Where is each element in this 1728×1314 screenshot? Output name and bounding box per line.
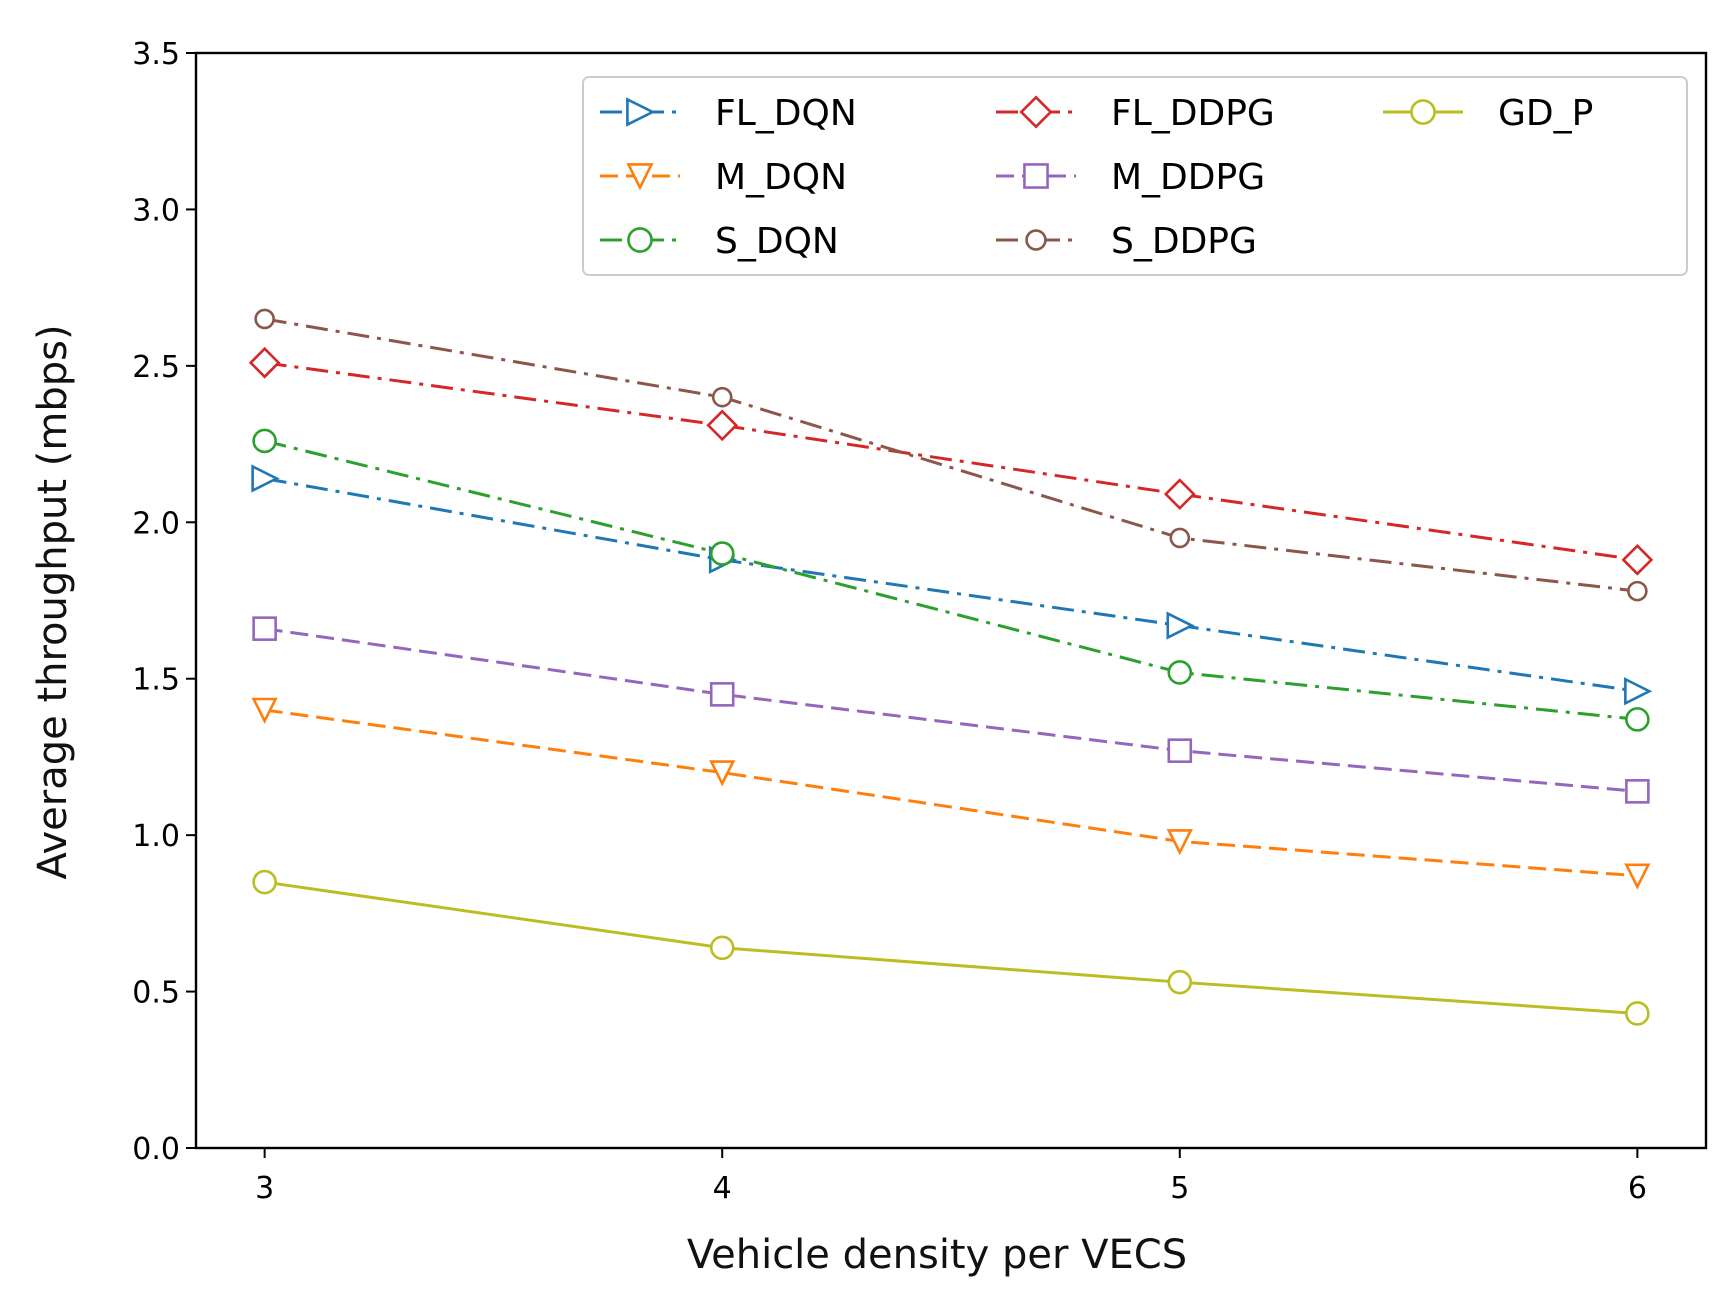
data-point-fl-dqn [1166,611,1195,640]
data-point-fl-ddpg [1163,478,1196,510]
axes: 0.0 0.5 1.0 1.5 2.0 2.5 3.0 3.5 3 4 5 6 [132,37,1708,1206]
data-point-s-ddpg [711,386,733,408]
data-point-fl-ddpg [706,409,739,442]
data-point-gd-p [1625,1001,1650,1026]
legend-label-gd-p: GD_P [1498,93,1593,134]
data-point-m-dqn [709,760,736,787]
data-point-m-ddpg [1167,738,1193,763]
y-tick-label: 3.5 [132,37,180,72]
y-tick-label: 0.5 [132,976,180,1011]
data-point-s-dqn [1167,660,1193,685]
legend-label-m-ddpg: M_DDPG [1111,157,1265,198]
x-tick-label: 3 [255,1171,274,1206]
y-axis-label: Average throughput (mbps) [30,324,76,879]
plot-area [248,308,1654,1026]
legend: FL_DQN M_DQN S_DQN FL_DDPG M_DDPG S_DDPG GD_P [582,76,1688,276]
data-point-fl-dqn [251,464,280,493]
data-point-m-dqn [1166,829,1193,856]
legend-label-fl-ddpg: FL_DDPG [1111,93,1275,134]
data-point-m-ddpg [709,682,735,707]
data-point-gd-p [709,935,735,961]
data-point-m-ddpg [1625,779,1650,804]
series-line-m-dqn [264,708,1638,878]
data-point-gd-p [1167,969,1193,995]
legend-label-s-ddpg: S_DDPG [1111,221,1257,262]
legend-box [582,76,1688,276]
data-point-s-ddpg [1627,580,1648,602]
y-tick-label: 2.0 [132,506,180,541]
legend-label-fl-dqn: FL_DQN [715,93,857,134]
legend-marker-s-ddpg [1025,229,1047,251]
data-point-s-dqn [252,428,277,454]
plot-frame [194,51,1708,1150]
legend-marker-fl-dqn [626,97,656,127]
y-tick-label: 2.5 [132,350,180,385]
y-tick-label: 1.5 [132,663,180,698]
y-tick-label: 3.0 [132,193,180,228]
data-point-s-ddpg [254,308,275,330]
series-line-m-ddpg [264,627,1638,793]
legend-label-s-dqn: S_DQN [715,221,839,262]
data-point-s-ddpg [1169,527,1191,549]
legend-marker-s-dqn [627,227,653,253]
series-line-fl-ddpg [264,361,1638,562]
series-line-s-ddpg [264,317,1638,593]
data-point-fl-ddpg [1621,543,1654,576]
x-axis-label: Vehicle density per VECS [687,1232,1187,1278]
data-point-fl-ddpg [248,346,281,379]
data-point-m-dqn [251,697,278,724]
x-tick-label: 5 [1170,1171,1189,1206]
legend-marker-gd-p [1410,99,1436,125]
y-tick-label: 0.0 [132,1132,180,1167]
y-tick-label: 1.0 [132,819,180,854]
legend-marker-m-dqn [626,163,654,191]
legend-marker-fl-ddpg [1019,95,1053,129]
series-line-s-dqn [264,439,1638,721]
series-line-gd-p [264,880,1638,1015]
data-point-s-dqn [709,541,735,566]
data-point-m-ddpg [252,616,277,641]
x-tick-label: 4 [713,1171,732,1206]
data-point-fl-dqn [1624,677,1653,706]
data-point-gd-p [252,869,277,895]
x-tick-label: 6 [1628,1171,1647,1206]
legend-label-m-dqn: M_DQN [715,157,847,198]
legend-marker-m-ddpg [1023,163,1049,189]
data-point-m-dqn [1624,863,1651,890]
data-point-s-dqn [1625,707,1650,732]
